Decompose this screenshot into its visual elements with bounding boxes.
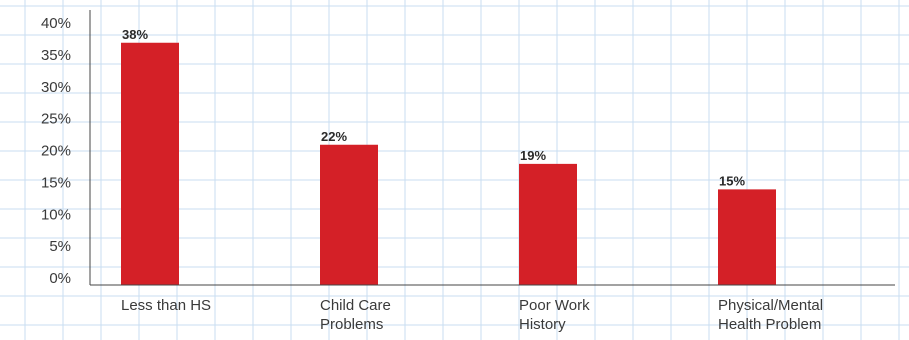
- data-label: 19%: [520, 148, 546, 163]
- data-labels: 38% 22% 19% 15%: [122, 27, 745, 189]
- category-label-line: Health Problem: [718, 316, 821, 333]
- bar: [121, 42, 179, 285]
- bar: [718, 189, 776, 285]
- y-tick-label: 5%: [49, 238, 71, 255]
- y-tick-label: 40%: [41, 15, 71, 32]
- category-label: Less than HS: [121, 297, 211, 314]
- y-tick-labels: 0% 5% 10% 15% 20% 25% 30% 35% 40%: [41, 15, 71, 287]
- y-tick-label: 25%: [41, 111, 71, 128]
- category-label: Physical/Mental Health Problem: [718, 297, 823, 333]
- category-label: Child Care Problems: [320, 297, 391, 333]
- data-label: 38%: [122, 27, 148, 42]
- bars: [121, 42, 776, 285]
- y-tick-label: 15%: [41, 174, 71, 191]
- category-label-line: History: [519, 316, 566, 333]
- data-label: 15%: [719, 173, 745, 188]
- category-label-line: Less than HS: [121, 297, 211, 314]
- y-tick-label: 0%: [49, 270, 71, 287]
- category-label: Poor Work History: [519, 297, 590, 333]
- category-label-line: Physical/Mental: [718, 297, 823, 314]
- category-labels: Less than HS Child Care Problems Poor Work H…: [121, 297, 823, 333]
- data-label: 22%: [321, 129, 347, 144]
- category-label-line: Child Care: [320, 297, 391, 314]
- category-label-line: Poor Work: [519, 297, 590, 314]
- axes: [89, 10, 895, 286]
- y-tick-label: 20%: [41, 143, 71, 160]
- y-tick-label: 35%: [41, 47, 71, 64]
- y-tick-label: 30%: [41, 79, 71, 96]
- category-label-line: Problems: [320, 316, 383, 333]
- bar: [519, 163, 577, 285]
- y-tick-label: 10%: [41, 206, 71, 223]
- bar: [320, 144, 378, 285]
